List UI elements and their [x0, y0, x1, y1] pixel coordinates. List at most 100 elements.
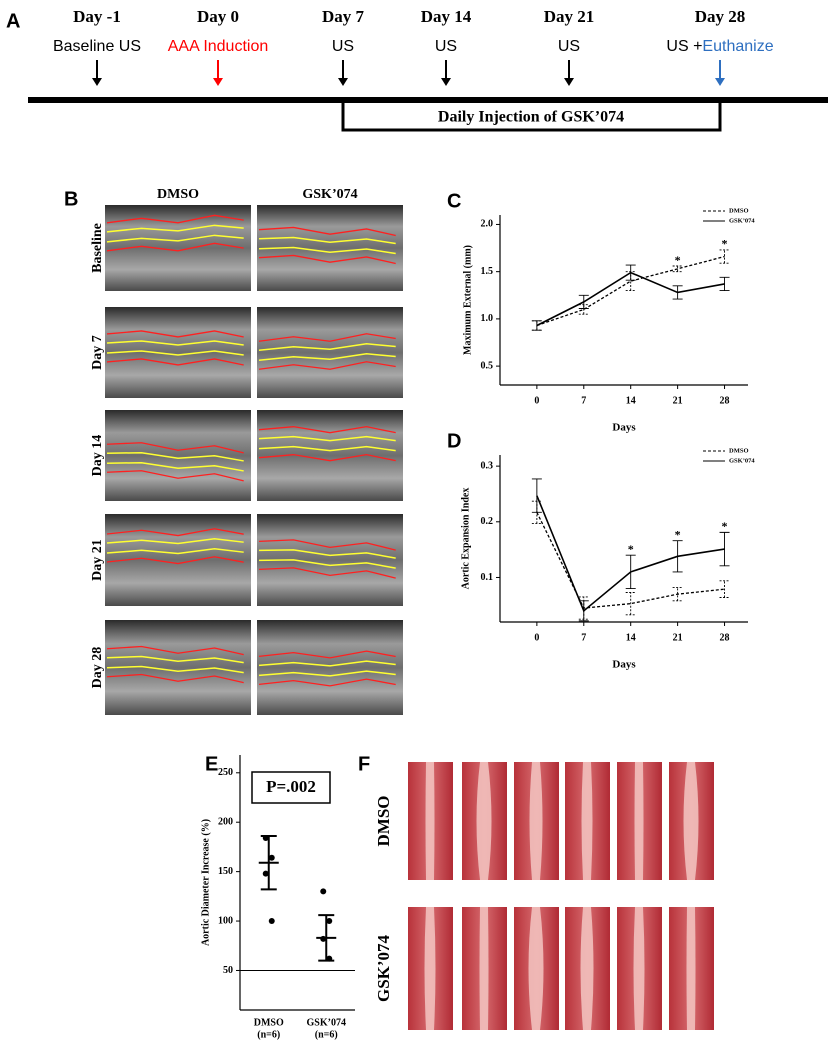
event-label-part: Euthanize	[702, 38, 773, 55]
event-label-part: AAA Induction	[168, 38, 269, 55]
significance-marker: *	[722, 519, 728, 533]
vessel-wall-outer	[258, 539, 396, 551]
y-axis-label: Maximum External (mm)	[462, 245, 473, 355]
category-note: (n=6)	[257, 1029, 280, 1040]
injection-label: Daily Injection of GSK’074	[438, 109, 624, 126]
vessel-lumen	[106, 538, 244, 545]
error-bar	[719, 580, 730, 598]
event-label: AAA Induction	[168, 38, 269, 55]
vessel-wall-outer	[258, 426, 396, 434]
error-bar	[719, 276, 730, 292]
significance-marker: *	[722, 237, 728, 251]
vessel-lumen	[106, 548, 244, 555]
x-tick-label: 21	[673, 395, 683, 406]
column-header: GSK’074	[302, 187, 357, 202]
x-tick-label: 0	[534, 395, 539, 406]
vessel-wall-outer	[106, 556, 244, 565]
significance-marker: *	[675, 253, 681, 267]
aorta	[476, 762, 492, 880]
vessel-wall-outer	[106, 330, 244, 338]
aorta	[580, 907, 594, 1030]
event-day: Day 0	[197, 7, 239, 26]
aorta	[424, 907, 436, 1030]
data-point	[268, 918, 275, 925]
panel-label: D	[447, 430, 461, 452]
error-bar	[578, 600, 589, 622]
legend-label: GSK’074	[729, 217, 755, 224]
vessel-lumen	[258, 670, 396, 677]
vessel-wall-outer	[258, 567, 396, 579]
row-label: DMSO	[374, 796, 393, 847]
vessel-wall-outer	[106, 470, 244, 482]
data-point	[320, 935, 327, 942]
x-tick-label: 28	[720, 632, 730, 643]
error-bar	[672, 265, 683, 273]
error-bar	[672, 540, 683, 573]
aorta	[633, 907, 645, 1030]
vessel-wall-outer	[106, 528, 244, 537]
error-bar	[625, 554, 636, 590]
y-tick-label: 0.5	[481, 360, 494, 371]
event-label-part: US	[435, 38, 457, 55]
aorta	[528, 907, 544, 1030]
y-tick-label: 100	[218, 915, 233, 926]
ultrasound-image	[257, 620, 403, 715]
y-tick-label: 50	[223, 965, 233, 976]
error-bar	[531, 320, 542, 331]
vessel-lumen	[258, 246, 396, 255]
row-label: Day 14	[90, 435, 105, 477]
ultrasound-image	[105, 410, 251, 501]
y-tick-label: 1.5	[481, 266, 494, 277]
injection-box	[341, 98, 722, 132]
significance-marker: *	[628, 542, 634, 556]
event-label: US	[558, 38, 580, 55]
panel-label: F	[358, 753, 370, 775]
y-tick-label: 1.0	[481, 313, 494, 324]
y-tick-label: 2.0	[481, 219, 494, 230]
legend-label: DMSO	[729, 447, 749, 454]
error-bar	[719, 531, 730, 567]
vessel-lumen	[106, 340, 244, 346]
significance-marker: *	[675, 527, 681, 541]
error-bar	[625, 264, 636, 281]
vessel-wall-outer	[106, 214, 244, 224]
y-tick-label: 0.3	[481, 460, 494, 471]
vessel-wall-outer	[258, 226, 396, 237]
panel-label: C	[447, 190, 461, 212]
x-tick-label: 7	[581, 395, 586, 406]
ultrasound-image	[257, 307, 403, 398]
vessel-wall-outer	[258, 678, 396, 687]
vessel-lumen	[258, 236, 396, 245]
x-tick-label: 0	[534, 632, 539, 643]
error-bar	[531, 478, 542, 513]
error-bar	[719, 249, 730, 264]
data-point	[326, 955, 333, 962]
vessel-lumen	[106, 665, 244, 674]
panel-label: A	[6, 10, 20, 32]
row-label: Day 7	[90, 335, 105, 370]
y-tick-label: 200	[218, 817, 233, 828]
event-arrowhead	[338, 78, 348, 86]
vessel-lumen	[106, 451, 244, 462]
vessel-wall-outer	[106, 442, 244, 454]
aorta	[683, 762, 699, 880]
vessel-wall-outer	[258, 361, 396, 370]
vessel-lumen	[258, 445, 396, 452]
vessel-lumen	[258, 660, 396, 667]
data-point	[268, 854, 275, 861]
event-arrowhead	[564, 78, 574, 86]
category-label: DMSO	[254, 1017, 284, 1028]
aorta	[425, 762, 435, 880]
vessel-wall-outer	[258, 333, 396, 342]
row-label: Baseline	[90, 223, 105, 273]
vessel-lumen	[258, 559, 396, 569]
event-arrowhead	[213, 78, 223, 86]
y-tick-label: 0.2	[481, 516, 494, 527]
row-label: GSK’074	[374, 934, 393, 1002]
vessel-lumen	[258, 352, 396, 361]
legend-label: GSK’074	[729, 457, 755, 464]
y-tick-label: 0.1	[481, 572, 494, 583]
vessel-lumen	[106, 350, 244, 356]
vessel-wall-outer	[106, 645, 244, 656]
